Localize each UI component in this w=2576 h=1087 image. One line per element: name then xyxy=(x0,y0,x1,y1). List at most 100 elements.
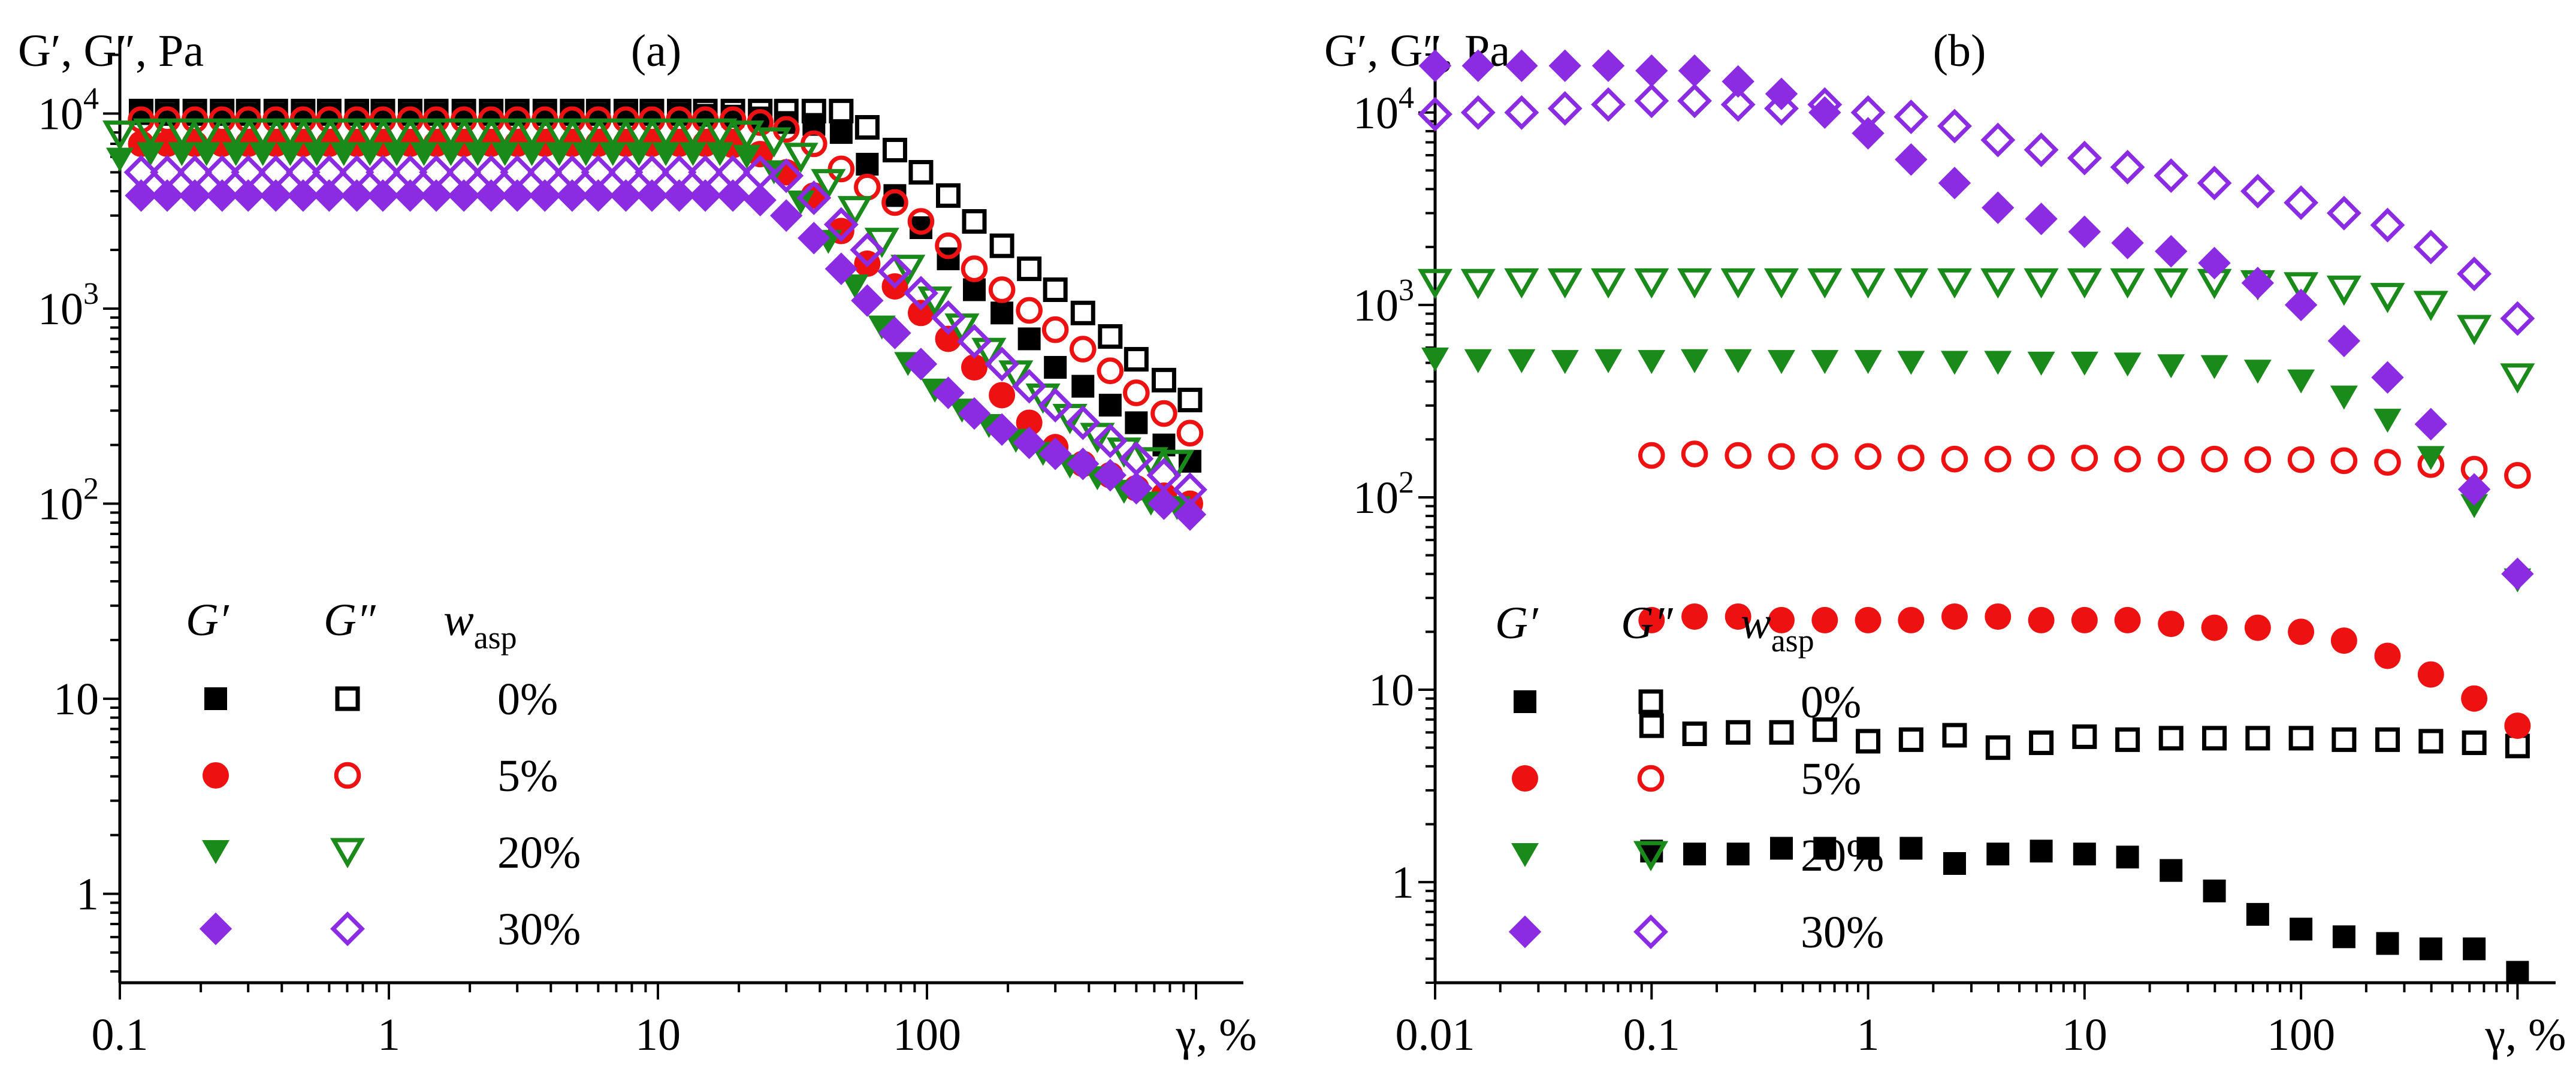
data-point xyxy=(518,142,546,167)
data-point xyxy=(1461,49,1494,82)
data-point xyxy=(273,118,308,149)
data-point xyxy=(1041,316,1069,343)
data-point xyxy=(447,179,481,212)
x-tick-label: 0.1 xyxy=(1623,1010,1680,1060)
data-point xyxy=(961,255,988,282)
data-point xyxy=(1854,350,1882,375)
data-point xyxy=(663,179,696,212)
data-point xyxy=(783,143,819,173)
legend: G′ G″ wasp 0% 5% 20% 30% xyxy=(1495,598,1884,958)
data-point xyxy=(1811,350,1839,375)
data-point xyxy=(1681,349,1709,373)
data-point xyxy=(1682,721,1707,747)
data-point xyxy=(931,300,966,335)
data-point xyxy=(1940,351,1968,375)
data-point xyxy=(168,142,196,167)
legend-marker-filled xyxy=(202,840,229,864)
data-point xyxy=(2374,449,2401,476)
data-point xyxy=(1899,837,1923,860)
legend-marker-filled xyxy=(1508,915,1542,949)
data-point xyxy=(769,199,803,232)
data-point xyxy=(1038,437,1072,470)
legend-marker-open xyxy=(1637,765,1665,792)
data-point xyxy=(1635,54,1668,87)
data-point xyxy=(2461,685,2488,712)
data-point xyxy=(2025,203,2058,235)
data-point xyxy=(379,118,415,149)
data-point xyxy=(1768,443,1795,470)
data-point xyxy=(1590,268,1626,299)
data-point xyxy=(829,98,854,123)
data-point xyxy=(2413,291,2448,321)
data-point xyxy=(1720,268,1756,299)
data-point xyxy=(621,118,657,149)
data-point xyxy=(2463,937,2486,961)
data-point xyxy=(2288,726,2314,751)
data-point xyxy=(231,155,266,190)
data-point xyxy=(1898,445,1925,472)
data-point xyxy=(1176,419,1204,447)
data-point xyxy=(1937,268,1972,299)
legend-label: 0% xyxy=(497,674,558,724)
data-point xyxy=(446,155,482,190)
data-point xyxy=(648,118,684,149)
data-point xyxy=(2073,843,2096,866)
data-point xyxy=(662,155,697,190)
legend-marker-filled xyxy=(199,912,232,946)
data-point xyxy=(312,155,347,190)
data-point xyxy=(1855,443,1882,470)
data-point xyxy=(962,209,987,234)
data-point xyxy=(352,118,388,149)
data-point xyxy=(1769,720,1794,745)
data-point xyxy=(1639,713,1664,738)
data-point xyxy=(958,397,991,430)
data-point xyxy=(957,324,992,359)
data-point xyxy=(102,120,138,151)
data-point xyxy=(1119,441,1154,476)
data-point xyxy=(1147,487,1180,520)
data-point xyxy=(542,118,577,149)
data-point xyxy=(1547,268,1583,299)
data-point xyxy=(595,118,630,149)
series-0 xyxy=(1640,837,2529,984)
data-point xyxy=(1067,447,1100,481)
data-point xyxy=(1986,843,2010,866)
data-point xyxy=(2158,726,2184,751)
chart-panel-a: 0.1 1 10 100 1 10 102 103 104 G′, G″, Pa (a) γ, % G′… xyxy=(18,26,1294,1067)
data-point xyxy=(366,155,400,190)
data-point xyxy=(1980,268,2016,299)
data-point xyxy=(1768,350,1795,375)
data-point xyxy=(733,144,761,169)
data-point xyxy=(178,179,212,212)
data-point xyxy=(2284,185,2319,221)
data-point xyxy=(177,155,213,190)
data-point xyxy=(2457,473,2491,506)
data-point xyxy=(1146,458,1182,493)
data-point xyxy=(882,137,907,162)
data-point xyxy=(2288,618,2315,645)
data-point xyxy=(1768,606,1795,633)
data-point xyxy=(904,348,938,381)
data-point xyxy=(877,254,913,289)
y-tick-label: 102 xyxy=(38,472,99,530)
data-point xyxy=(890,255,926,285)
data-point xyxy=(2114,606,2141,633)
data-point xyxy=(1763,268,1799,299)
data-point xyxy=(2376,932,2399,955)
data-point xyxy=(1985,735,2010,760)
legend-marker-open xyxy=(334,762,361,789)
legend-marker-open xyxy=(330,838,366,869)
data-point xyxy=(868,315,896,340)
data-point xyxy=(2504,712,2531,739)
data-point xyxy=(1638,606,1665,633)
data-point xyxy=(878,316,911,349)
data-point xyxy=(1677,268,1713,299)
data-point xyxy=(340,179,373,212)
x-tick-label: 1 xyxy=(1857,1010,1880,1060)
y-tick-label: 10 xyxy=(53,674,99,724)
data-point xyxy=(1464,349,1492,373)
data-point xyxy=(854,115,880,140)
data-point xyxy=(1683,843,1707,866)
data-point xyxy=(313,179,346,212)
data-point xyxy=(1547,91,1583,126)
